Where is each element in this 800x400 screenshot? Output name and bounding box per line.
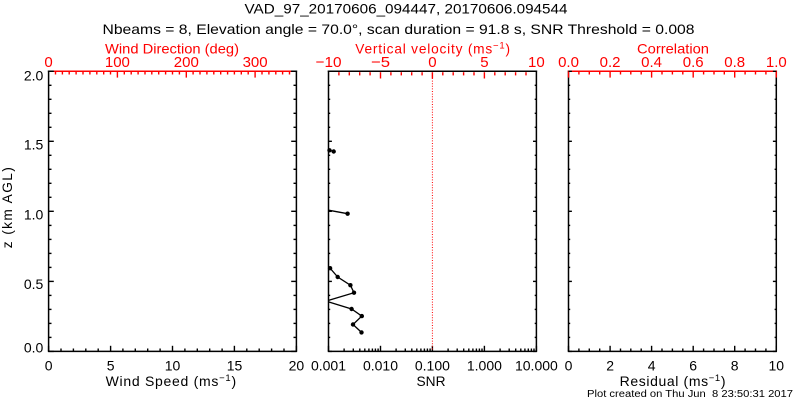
svg-text:−5: −5 bbox=[371, 54, 390, 71]
svg-text:Correlation: Correlation bbox=[637, 41, 709, 56]
svg-text:10: 10 bbox=[165, 357, 181, 373]
svg-text:10.000: 10.000 bbox=[515, 357, 558, 373]
svg-text:SNR: SNR bbox=[417, 373, 446, 389]
svg-text:10: 10 bbox=[769, 357, 785, 373]
svg-text:6: 6 bbox=[689, 357, 697, 373]
svg-text:0.4: 0.4 bbox=[641, 54, 662, 71]
svg-text:300: 300 bbox=[243, 54, 268, 71]
svg-text:0.6: 0.6 bbox=[683, 54, 704, 71]
svg-text:−10: −10 bbox=[316, 54, 342, 71]
svg-text:1.000: 1.000 bbox=[467, 357, 502, 373]
svg-text:1.5: 1.5 bbox=[24, 136, 44, 152]
svg-text:Wind Direction (deg): Wind Direction (deg) bbox=[105, 41, 239, 56]
svg-text:0.2: 0.2 bbox=[600, 54, 621, 71]
svg-text:Vertical velocity (ms−1): Vertical velocity (ms−1) bbox=[355, 41, 511, 57]
svg-text:Residual (ms−1): Residual (ms−1) bbox=[620, 373, 727, 389]
svg-text:0.001: 0.001 bbox=[311, 357, 346, 373]
svg-text:1.0: 1.0 bbox=[24, 206, 44, 222]
svg-text:10: 10 bbox=[528, 54, 545, 71]
svg-text:0.010: 0.010 bbox=[363, 357, 398, 373]
svg-text:2.0: 2.0 bbox=[24, 68, 44, 84]
svg-text:0.100: 0.100 bbox=[415, 357, 450, 373]
svg-text:0: 0 bbox=[45, 357, 53, 373]
svg-text:100: 100 bbox=[105, 54, 130, 71]
svg-text:0.0: 0.0 bbox=[24, 340, 44, 356]
svg-text:200: 200 bbox=[174, 54, 199, 71]
svg-text:20: 20 bbox=[289, 357, 305, 373]
svg-text:0: 0 bbox=[44, 54, 52, 71]
svg-text:5: 5 bbox=[480, 54, 488, 71]
svg-text:4: 4 bbox=[648, 357, 656, 373]
svg-text:0: 0 bbox=[565, 357, 573, 373]
svg-text:0: 0 bbox=[428, 54, 436, 71]
svg-text:0.0: 0.0 bbox=[558, 54, 579, 71]
svg-text:Wind Speed (ms−1): Wind Speed (ms−1) bbox=[106, 373, 237, 389]
svg-text:15: 15 bbox=[227, 357, 243, 373]
svg-text:Nbeams = 8, Elevation angle =: Nbeams = 8, Elevation angle = 70.0°, sca… bbox=[103, 21, 695, 37]
svg-text:8: 8 bbox=[731, 357, 739, 373]
svg-text:VAD_97_20170606_094447, 201706: VAD_97_20170606_094447, 20170606.094544 bbox=[245, 0, 568, 16]
svg-text:z (km AGL): z (km AGL) bbox=[0, 166, 15, 248]
svg-text:0.5: 0.5 bbox=[24, 276, 44, 292]
svg-text:0.8: 0.8 bbox=[724, 54, 745, 71]
svg-text:1.0: 1.0 bbox=[766, 54, 787, 71]
svg-text:Plot created on Thu Jun 8 23:: Plot created on Thu Jun 8 23:50:31 2017 bbox=[587, 389, 793, 400]
svg-text:2: 2 bbox=[606, 357, 614, 373]
svg-text:5: 5 bbox=[107, 357, 115, 373]
